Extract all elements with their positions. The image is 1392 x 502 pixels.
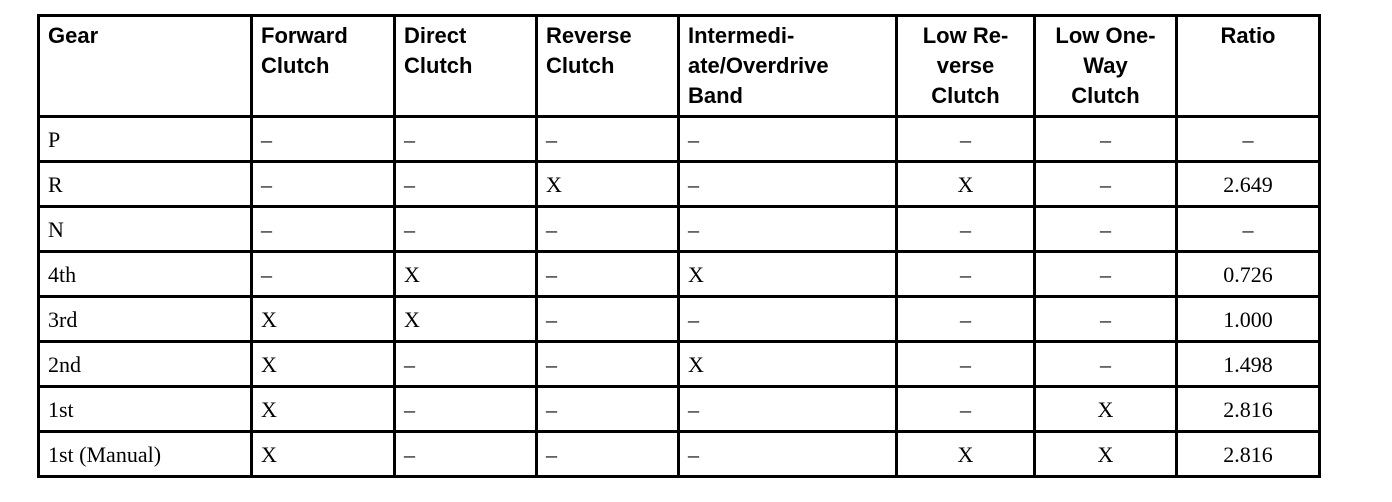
cell-forward-clutch: X (250, 340, 396, 388)
cell-low-one-way-clutch: – (1033, 295, 1178, 343)
cell-direct-clutch: – (393, 205, 538, 253)
cell-reverse-clutch: – (535, 385, 680, 433)
cell-gear: 1st (37, 385, 253, 433)
cell-direct-clutch: – (393, 160, 538, 208)
cell-low-reverse-clutch: – (895, 385, 1036, 433)
cell-ratio: 0.726 (1175, 250, 1321, 298)
header-direct-clutch: Direct Clutch (393, 14, 538, 118)
cell-low-reverse-clutch: – (895, 295, 1036, 343)
cell-low-reverse-clutch: – (895, 115, 1036, 163)
table-row: R – – X – X –2.649 (37, 160, 1321, 208)
cell-ratio: 2.649 (1175, 160, 1321, 208)
cell-intermediate-overdrive-band: – (677, 295, 898, 343)
header-intermediate-overdrive-band: Intermedi-ate/Overdrive Band (677, 14, 898, 118)
header-gear: Gear (37, 14, 253, 118)
cell-reverse-clutch: – (535, 340, 680, 388)
cell-forward-clutch: X (250, 430, 396, 478)
cell-reverse-clutch: – (535, 250, 680, 298)
header-low-reverse-clutch: Low Re-verse Clutch (895, 14, 1036, 118)
table-row: 4th – X – X – –0.726 (37, 250, 1321, 298)
cell-ratio: 2.816 (1175, 385, 1321, 433)
cell-intermediate-overdrive-band: X (677, 250, 898, 298)
cell-reverse-clutch: – (535, 430, 680, 478)
cell-low-reverse-clutch: – (895, 205, 1036, 253)
cell-gear: 2nd (37, 340, 253, 388)
cell-ratio: 1.000 (1175, 295, 1321, 343)
cell-forward-clutch: – (250, 205, 396, 253)
cell-direct-clutch: – (393, 115, 538, 163)
cell-low-reverse-clutch: X (895, 430, 1036, 478)
cell-low-one-way-clutch: X (1033, 385, 1178, 433)
cell-direct-clutch: – (393, 385, 538, 433)
cell-low-one-way-clutch: – (1033, 250, 1178, 298)
cell-reverse-clutch: – (535, 205, 680, 253)
cell-gear: R (37, 160, 253, 208)
cell-forward-clutch: X (250, 295, 396, 343)
cell-ratio: 2.816 (1175, 430, 1321, 478)
cell-gear: 3rd (37, 295, 253, 343)
cell-gear: N (37, 205, 253, 253)
cell-reverse-clutch: – (535, 115, 680, 163)
cell-low-reverse-clutch: – (895, 250, 1036, 298)
cell-gear: P (37, 115, 253, 163)
cell-gear: 4th (37, 250, 253, 298)
cell-low-one-way-clutch: – (1033, 205, 1178, 253)
table-row: 2nd X – – X – –1.498 (37, 340, 1321, 388)
header-low-one-way-clutch: Low One- Way Clutch (1033, 14, 1178, 118)
cell-intermediate-overdrive-band: – (677, 205, 898, 253)
cell-direct-clutch: X (393, 250, 538, 298)
cell-low-reverse-clutch: X (895, 160, 1036, 208)
cell-forward-clutch: – (250, 115, 396, 163)
header-reverse-clutch: Reverse Clutch (535, 14, 680, 118)
table-row: 1st (Manual) X – – – X X 2.816 (37, 430, 1321, 478)
cell-ratio: 1.498 (1175, 340, 1321, 388)
cell-intermediate-overdrive-band: – (677, 430, 898, 478)
gear-clutch-table: Gear Forward Clutch Direct Clutch Reverse Clut… (37, 14, 1321, 478)
header-row: Gear Forward Clutch Direct Clutch Reverse Clut… (37, 14, 1321, 118)
header-forward-clutch: Forward Clutch (250, 14, 396, 118)
cell-low-one-way-clutch: X (1033, 430, 1178, 478)
cell-direct-clutch: – (393, 430, 538, 478)
cell-low-one-way-clutch: – (1033, 160, 1178, 208)
cell-reverse-clutch: X (535, 160, 680, 208)
cell-intermediate-overdrive-band: – (677, 385, 898, 433)
cell-forward-clutch: – (250, 160, 396, 208)
table-row: 1st X – – – – X 2.816 (37, 385, 1321, 433)
cell-low-one-way-clutch: – (1033, 340, 1178, 388)
table-row: 3rd X X – – – –1.000 (37, 295, 1321, 343)
header-ratio: Ratio (1175, 14, 1321, 118)
cell-ratio: – (1175, 205, 1321, 253)
cell-low-one-way-clutch: – (1033, 115, 1178, 163)
cell-intermediate-overdrive-band: – (677, 160, 898, 208)
cell-direct-clutch: – (393, 340, 538, 388)
cell-forward-clutch: X (250, 385, 396, 433)
cell-ratio: – (1175, 115, 1321, 163)
table-row: P – – – – – – – (37, 115, 1321, 163)
cell-reverse-clutch: – (535, 295, 680, 343)
cell-forward-clutch: – (250, 250, 396, 298)
cell-intermediate-overdrive-band: X (677, 340, 898, 388)
cell-gear: 1st (Manual) (37, 430, 253, 478)
table-row: N – – – – – – – (37, 205, 1321, 253)
cell-intermediate-overdrive-band: – (677, 115, 898, 163)
cell-direct-clutch: X (393, 295, 538, 343)
cell-low-reverse-clutch: – (895, 340, 1036, 388)
